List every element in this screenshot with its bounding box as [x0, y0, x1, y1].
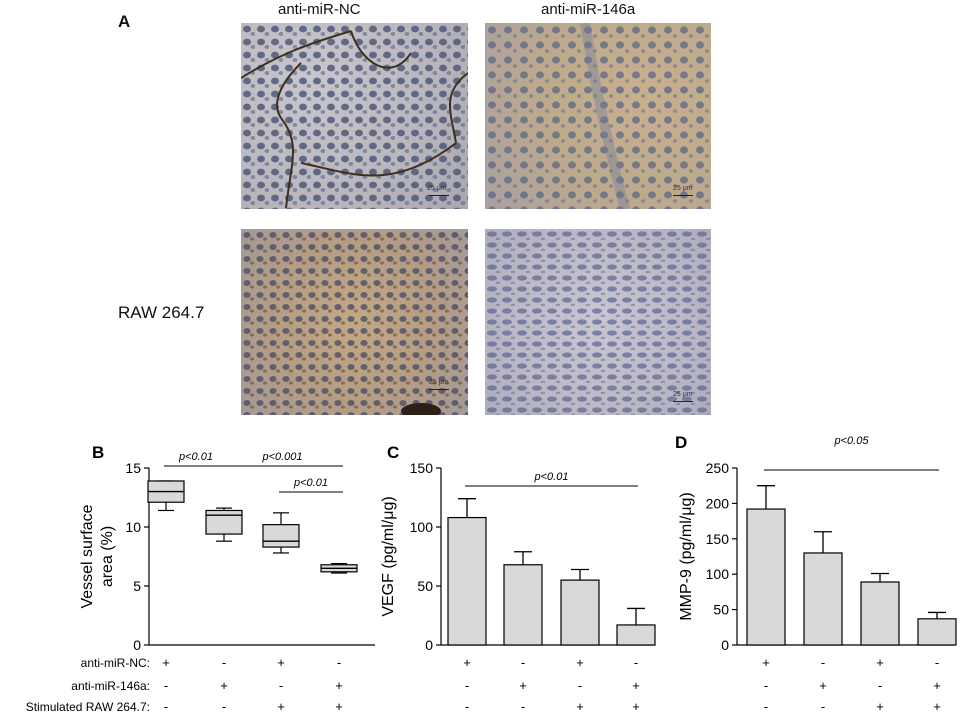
panel-d-bar — [860, 581, 900, 646]
panel-d-sig-label: p<0.05 — [834, 435, 870, 447]
panel-b-condition-sign: + — [335, 699, 343, 714]
micrograph-146a-bottom-texture — [485, 229, 711, 415]
panel-d-y-tick-label: 250 — [706, 460, 730, 476]
row-label-raw: RAW 264.7 — [118, 303, 205, 322]
panel-b-y-tick-label: 0 — [133, 637, 141, 653]
panel-d-bar — [917, 618, 957, 646]
panel-c-condition-sign: - — [634, 655, 638, 670]
panel-d-condition-sign: - — [764, 678, 768, 693]
scale-label: 25 μm — [673, 391, 693, 398]
panel-b-box — [262, 524, 300, 548]
panel-b-condition-sign: - — [279, 678, 283, 693]
panel-d-y-label: MMP-9 (pg/ml/μg) — [678, 492, 695, 620]
scale-bar — [429, 195, 449, 196]
scale-label: 25 μm — [673, 185, 693, 192]
panel-c-y-tick-label: 150 — [410, 460, 434, 476]
panel-d-bar — [803, 552, 843, 646]
micrograph-nc-bottom-texture — [241, 229, 468, 415]
panel-d-condition-sign: - — [764, 699, 768, 714]
panel-d-y-tick-label: 100 — [706, 566, 730, 582]
panel-d-condition-sign: + — [819, 678, 827, 693]
panel-b-y-tick-label: 15 — [125, 460, 141, 476]
scale-bar — [429, 389, 449, 390]
panel-d-y-tick-label: 50 — [713, 602, 729, 618]
panel-d-bar — [746, 508, 786, 646]
panel-c-condition-sign: - — [578, 678, 582, 693]
panel-b-condition-sign: + — [277, 655, 285, 670]
panel-c-condition-sign: - — [521, 699, 525, 714]
panel-b-y-label-line2: area (%) — [99, 526, 116, 587]
panel-c-condition-sign: - — [465, 699, 469, 714]
scale-bar — [673, 195, 693, 196]
panel-c-condition-sign: - — [465, 678, 469, 693]
scale-bar — [673, 401, 693, 402]
col-title-146a: anti-miR-146a — [541, 1, 636, 18]
panel-d-condition-sign: - — [878, 678, 882, 693]
panel-d-condition-sign: + — [762, 655, 770, 670]
panel-c-condition-sign: + — [576, 655, 584, 670]
panel-d-y-tick-label: 0 — [721, 637, 729, 653]
panel-b-sig-label: p<0.01 — [178, 451, 213, 463]
panel-b-y-tick-label: 5 — [133, 578, 141, 594]
micrograph-146a-top: 25 μm — [485, 23, 711, 209]
panel-b-condition-sign: + — [277, 699, 285, 714]
condition-row-label: Stimulated RAW 264.7: — [26, 700, 150, 714]
micrograph-nc-top: 25 μm — [241, 23, 468, 209]
panel-c-bar — [503, 564, 543, 646]
panel-c-condition-sign: + — [576, 699, 584, 714]
panel-b-y-label-line1: Vessel surface — [79, 504, 96, 608]
panel-c-condition-sign: - — [521, 655, 525, 670]
panel-d-condition-sign: + — [876, 699, 884, 714]
micrograph-nc-top-texture — [241, 23, 468, 209]
panel-b-condition-sign: - — [164, 699, 168, 714]
panel-c-condition-sign: + — [519, 678, 527, 693]
panel-c-y-tick-label: 100 — [410, 519, 434, 535]
scale-label: 25 μm — [429, 379, 449, 386]
panel-c-y-tick-label: 0 — [425, 637, 433, 653]
panel-b-sig-label: p<0.01 — [293, 477, 328, 489]
panel-c-condition-sign: + — [463, 655, 471, 670]
condition-row-label: anti-miR-NC: — [81, 656, 150, 670]
condition-row-label: anti-miR-146a: — [71, 679, 150, 693]
panel-c-sig-label: p<0.01 — [534, 471, 569, 483]
panel-d-y-tick-label: 200 — [706, 495, 730, 511]
panel-b-label: B — [92, 443, 104, 462]
panel-b-condition-sign: + — [220, 678, 228, 693]
panel-c-bar — [447, 516, 487, 646]
panel-d-condition-sign: + — [933, 699, 941, 714]
panel-c-condition-sign: + — [632, 699, 640, 714]
panel-d-condition-sign: + — [876, 655, 884, 670]
panel-c-bar — [560, 579, 600, 646]
panel-b-condition-sign: - — [337, 655, 341, 670]
panel-b-condition-sign: - — [222, 699, 226, 714]
panel-b-condition-sign: + — [162, 655, 170, 670]
panel-a-label: A — [118, 12, 131, 31]
panel-c-bar — [616, 624, 656, 646]
panel-d-condition-sign: - — [821, 655, 825, 670]
panel-d-condition-sign: - — [935, 655, 939, 670]
scale-label: 25 μm — [427, 185, 447, 192]
panel-c-y-label: VEGF (pg/ml/μg) — [380, 496, 397, 616]
panel-b-sig-label: p<0.001 — [261, 451, 302, 463]
micrograph-146a-top-texture — [485, 23, 711, 209]
panel-d-condition-sign: + — [933, 678, 941, 693]
panel-c-y-tick-label: 50 — [417, 578, 433, 594]
panel-d-y-tick-label: 150 — [706, 531, 730, 547]
panel-d-label: D — [675, 433, 687, 452]
panel-b-condition-sign: + — [335, 678, 343, 693]
micrograph-nc-bottom: 25 μm — [241, 229, 468, 415]
panel-b-y-tick-label: 10 — [125, 519, 141, 535]
panel-b-condition-sign: - — [164, 678, 168, 693]
panel-b-condition-sign: - — [222, 655, 226, 670]
micrograph-146a-bottom: 25 μm — [485, 229, 711, 415]
panel-c-condition-sign: + — [632, 678, 640, 693]
panel-c-label: C — [387, 443, 399, 462]
panel-d-condition-sign: - — [821, 699, 825, 714]
col-title-nc: anti-miR-NC — [278, 1, 361, 18]
panel-b-box — [205, 509, 243, 535]
